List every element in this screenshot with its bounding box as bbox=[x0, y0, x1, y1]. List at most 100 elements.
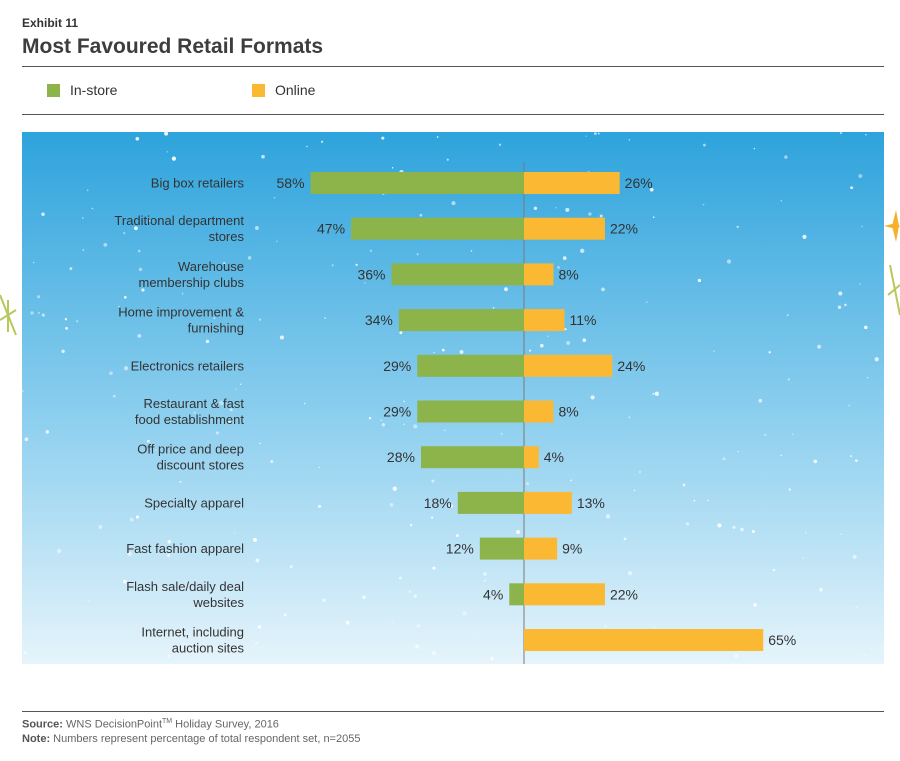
snow-dot bbox=[167, 654, 171, 658]
online-value-label: 13% bbox=[577, 495, 605, 511]
snow-dot bbox=[234, 388, 237, 390]
snow-dot bbox=[364, 282, 366, 284]
snow-dot bbox=[455, 534, 459, 538]
snow-dot bbox=[257, 625, 262, 629]
snow-dot bbox=[753, 147, 756, 150]
chart-title: Most Favoured Retail Formats bbox=[22, 35, 324, 58]
online-value-label: 65% bbox=[768, 632, 796, 648]
snow-dot bbox=[255, 558, 260, 563]
snow-dot bbox=[215, 431, 219, 435]
snow-dot bbox=[167, 553, 171, 558]
online-bar bbox=[524, 172, 620, 194]
snow-dot bbox=[817, 344, 822, 349]
category-label: stores bbox=[209, 229, 245, 244]
snow-dot bbox=[216, 633, 220, 636]
online-bar bbox=[524, 629, 764, 651]
snow-dot bbox=[653, 627, 656, 629]
category-label: auction sites bbox=[172, 641, 245, 656]
snow-dot bbox=[279, 335, 284, 340]
category-label: Traditional department bbox=[114, 213, 244, 228]
online-bar bbox=[524, 491, 572, 514]
snowflake-right-icon bbox=[887, 264, 900, 316]
snow-dot bbox=[498, 143, 502, 146]
snow-dot bbox=[306, 145, 308, 148]
snow-dot bbox=[124, 296, 127, 299]
snow-dot bbox=[355, 263, 358, 266]
snow-dot bbox=[65, 326, 68, 330]
snow-dot bbox=[654, 391, 659, 396]
snow-dot bbox=[726, 259, 732, 264]
snow-dot bbox=[86, 189, 89, 192]
instore-bar bbox=[417, 400, 524, 423]
chart-row: Specialty apparel 18% 13% bbox=[144, 491, 605, 514]
snow-dot bbox=[652, 392, 655, 395]
snow-dot bbox=[562, 256, 567, 260]
snow-dot bbox=[164, 132, 169, 136]
snow-dot bbox=[436, 136, 439, 138]
snow-dot bbox=[134, 226, 138, 231]
snow-dot bbox=[135, 515, 140, 519]
snow-dot bbox=[135, 137, 140, 141]
snow-dot bbox=[205, 339, 210, 344]
snow-dot bbox=[82, 217, 84, 219]
snow-dot bbox=[76, 320, 79, 323]
snow-dot bbox=[635, 594, 638, 598]
snow-dot bbox=[628, 138, 631, 141]
snow-dot bbox=[539, 343, 544, 348]
snow-dot bbox=[415, 644, 420, 649]
snow-dot bbox=[331, 264, 334, 267]
snow-dot bbox=[649, 187, 654, 192]
snow-dot bbox=[30, 311, 34, 315]
category-label: Flash sale/daily deal bbox=[126, 579, 244, 594]
online-bar bbox=[524, 400, 554, 423]
snow-dot bbox=[601, 287, 605, 292]
online-value-label: 24% bbox=[617, 358, 645, 374]
snow-dot bbox=[717, 523, 722, 528]
snow-dot bbox=[848, 405, 850, 407]
chart-row: Home improvement &furnishing 34% 11% bbox=[118, 305, 596, 336]
snow-dot bbox=[213, 317, 216, 320]
snow-dot bbox=[321, 140, 324, 143]
snow-dot bbox=[273, 197, 276, 199]
snow-dot bbox=[786, 314, 789, 317]
category-label: food establishment bbox=[135, 412, 245, 427]
snow-dot bbox=[628, 416, 631, 418]
snow-dot bbox=[23, 650, 27, 655]
legend-online-swatch bbox=[252, 83, 265, 97]
snow-dot bbox=[772, 568, 776, 572]
instore-bar bbox=[310, 172, 524, 194]
snow-dot bbox=[780, 454, 783, 457]
snow-dot bbox=[702, 203, 705, 206]
snow-dot bbox=[181, 293, 184, 295]
online-bar bbox=[524, 537, 558, 560]
snow-dot bbox=[764, 433, 767, 437]
snow-dot bbox=[787, 378, 790, 381]
snow-dot bbox=[737, 450, 739, 453]
snow-dot bbox=[627, 571, 633, 576]
snow-dot bbox=[734, 653, 739, 658]
snow-dot bbox=[785, 635, 788, 638]
snow-dot bbox=[166, 151, 169, 153]
snow-dot bbox=[57, 548, 62, 554]
category-label: websites bbox=[192, 595, 244, 610]
snow-dot bbox=[234, 532, 236, 535]
snow-dot bbox=[228, 635, 231, 638]
snowflake-left-icon bbox=[0, 294, 17, 336]
snow-dot bbox=[362, 595, 366, 599]
snow-dot bbox=[751, 529, 755, 534]
category-label: furnishing bbox=[188, 321, 244, 336]
snow-dot bbox=[403, 423, 405, 425]
snow-dot bbox=[98, 525, 103, 529]
snow-dot bbox=[682, 483, 686, 487]
snow-dot bbox=[839, 132, 843, 135]
snow-dot bbox=[861, 225, 863, 228]
snow-dot bbox=[179, 480, 182, 483]
snow-dot bbox=[855, 606, 858, 609]
snow-dot bbox=[582, 338, 587, 342]
snow-dot bbox=[22, 389, 24, 393]
snow-dot bbox=[867, 377, 869, 379]
instore-bar bbox=[479, 537, 524, 560]
snow-dot bbox=[69, 267, 73, 270]
